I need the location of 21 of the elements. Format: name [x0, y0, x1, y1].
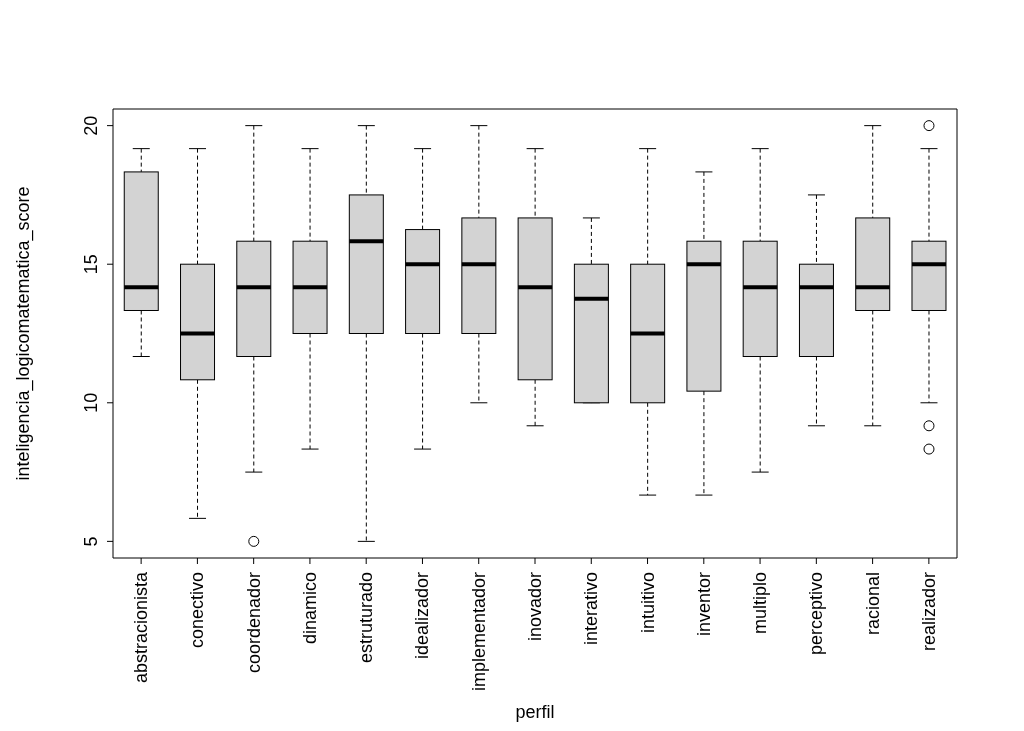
- x-tick-label: idealizador: [412, 572, 433, 660]
- x-tick-label: implementador: [468, 572, 489, 692]
- x-tick-label: multiplo: [750, 572, 771, 635]
- x-tick-label: conectivo: [187, 572, 208, 649]
- x-tick-label: perceptivo: [806, 572, 827, 656]
- y-tick-label: 20: [81, 115, 101, 136]
- x-tick-label: dinamico: [299, 572, 320, 645]
- x-tick-label: coordenador: [243, 572, 264, 674]
- x-tick-label: intuitivo: [637, 572, 658, 634]
- x-tick-label: inovador: [525, 571, 545, 642]
- y-tick-label: 5: [81, 536, 101, 547]
- x-axis-title: perfil: [515, 702, 555, 722]
- y-tick-label: 15: [81, 254, 101, 275]
- x-tick-label: interativo: [581, 572, 602, 646]
- x-tick-label: abstracionista: [131, 571, 152, 684]
- x-tick-label: inventor: [693, 572, 714, 637]
- x-tick-label: racional: [862, 572, 883, 636]
- x-tick-label: realizador: [918, 572, 939, 652]
- y-tick-label: 10: [81, 392, 101, 413]
- x-tick-label: estruturado: [356, 572, 377, 664]
- y-axis-title: inteligencia_logicomatematica_score: [13, 186, 35, 481]
